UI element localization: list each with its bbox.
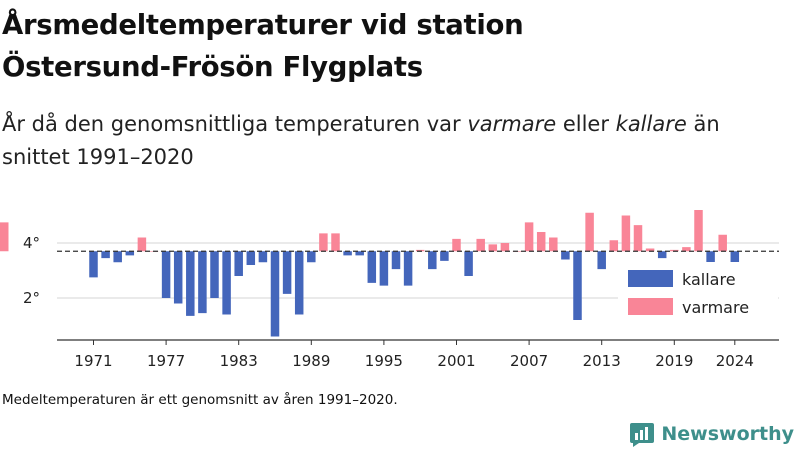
x-tick-label: 2013 xyxy=(583,352,621,370)
subtitle-colder: kallare xyxy=(615,112,687,136)
bar xyxy=(609,240,619,252)
bar xyxy=(500,243,510,252)
bar xyxy=(210,251,219,298)
brand-logo[interactable]: Newsworthy xyxy=(629,420,794,448)
bar xyxy=(331,233,340,252)
bar xyxy=(573,251,582,320)
bar xyxy=(282,251,292,294)
bar xyxy=(428,251,437,270)
title-line-1: Årsmedeltemperaturer vid station xyxy=(2,9,524,41)
bar xyxy=(198,251,207,314)
legend-label: kallare xyxy=(682,270,736,289)
footnote: Medeltemperaturen är ett genomsnitt av å… xyxy=(2,392,398,408)
bar xyxy=(246,251,256,265)
bar xyxy=(561,251,570,260)
bar xyxy=(294,251,304,315)
bar xyxy=(137,237,147,252)
bar xyxy=(186,251,195,316)
bar xyxy=(670,249,679,252)
bar xyxy=(585,212,594,252)
y-tick-label: 2° xyxy=(23,289,40,307)
bar xyxy=(343,251,352,256)
x-tick-label: 2019 xyxy=(655,352,693,370)
x-tick-label: 1977 xyxy=(147,352,185,370)
x-tick-label: 1971 xyxy=(74,352,112,370)
bar xyxy=(536,232,546,252)
bar xyxy=(161,251,171,298)
subtitle-warmer: varmare xyxy=(467,112,557,136)
x-tick-label: 2007 xyxy=(510,352,548,370)
bar xyxy=(355,251,364,256)
bar xyxy=(234,251,243,276)
chart-subtitle: År då den genomsnittliga temperaturen va… xyxy=(2,108,792,174)
bar xyxy=(440,251,449,261)
x-tick-label: 1995 xyxy=(365,352,403,370)
bar xyxy=(270,251,280,337)
bar xyxy=(125,251,135,256)
bar xyxy=(101,251,110,259)
bar xyxy=(307,251,316,263)
bar xyxy=(633,225,643,252)
subtitle-part-2: eller xyxy=(556,112,616,136)
x-tick-label: 2001 xyxy=(437,352,475,370)
bar xyxy=(258,251,268,263)
bar xyxy=(476,238,485,252)
bar xyxy=(113,251,122,263)
subtitle-part-1: År då den genomsnittliga temperaturen va… xyxy=(2,112,468,136)
legend-swatch xyxy=(628,270,673,287)
bar xyxy=(464,251,473,276)
bar-chart-logo-icon xyxy=(630,423,655,447)
chart-title: Årsmedeltemperaturer vid station Östersu… xyxy=(2,4,762,88)
bar xyxy=(524,222,534,252)
bar xyxy=(621,215,631,252)
bar xyxy=(488,244,498,252)
bar xyxy=(391,251,401,270)
bar xyxy=(89,251,98,278)
bar xyxy=(0,222,9,252)
bar xyxy=(597,251,606,270)
brand-name: Newsworthy xyxy=(661,423,794,445)
x-tick-label: 1983 xyxy=(220,352,258,370)
bar xyxy=(222,251,231,315)
bar xyxy=(403,251,413,286)
bar xyxy=(173,251,183,304)
legend-label: varmare xyxy=(682,298,749,317)
bar xyxy=(645,248,655,252)
bar xyxy=(452,238,461,252)
bar xyxy=(706,251,715,263)
y-tick-label: 4° xyxy=(23,234,40,252)
bar xyxy=(657,251,667,259)
bar xyxy=(415,249,425,252)
bar xyxy=(718,234,727,252)
subtitle-part-3: än snittet 1991–2020 xyxy=(2,112,720,169)
bar xyxy=(694,210,703,252)
title-line-2: Östersund-Frösön Flygplats xyxy=(2,51,423,83)
legend-swatch xyxy=(628,298,673,315)
bar xyxy=(549,237,558,252)
x-tick-label: 1989 xyxy=(292,352,330,370)
bar xyxy=(367,251,377,283)
bar xyxy=(379,251,389,286)
x-tick-label: 2024 xyxy=(716,352,754,370)
bar xyxy=(730,251,740,263)
bar xyxy=(319,233,328,252)
bar xyxy=(682,247,691,252)
